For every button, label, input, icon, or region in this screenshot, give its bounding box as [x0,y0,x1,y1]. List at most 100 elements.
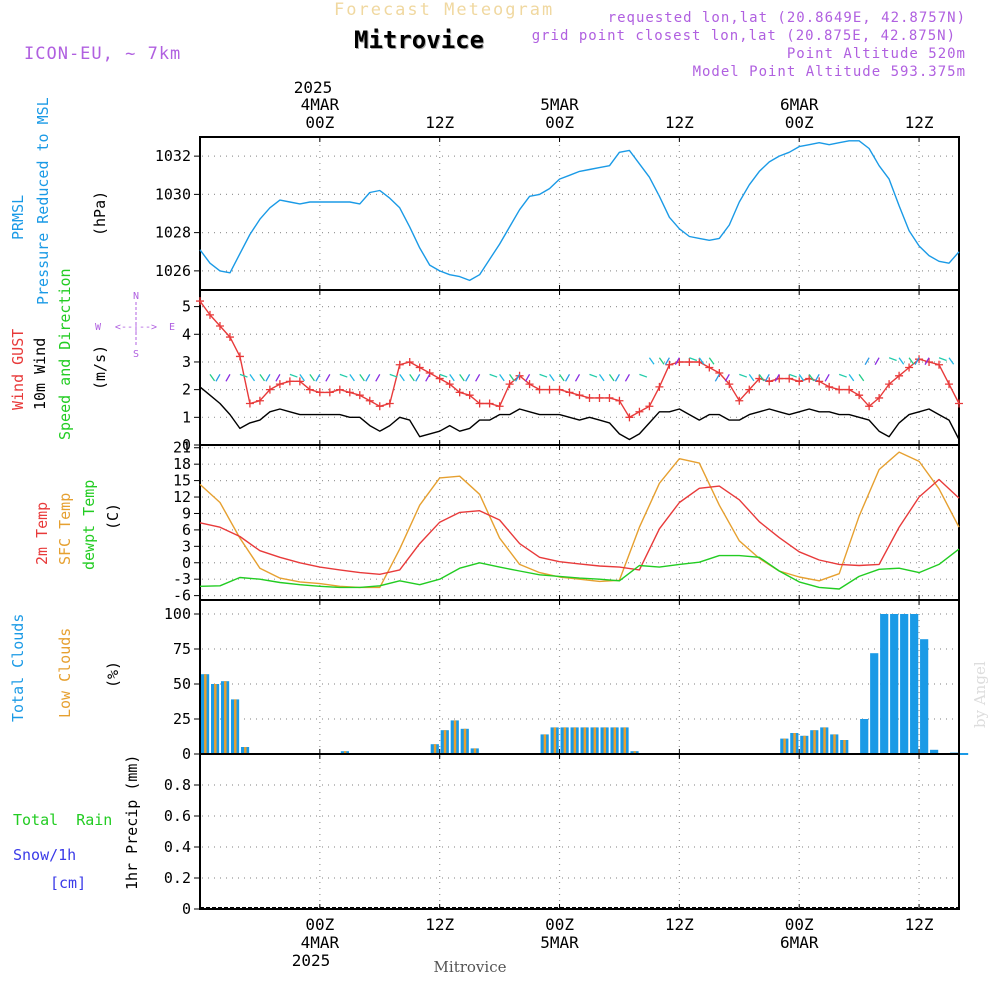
temp-unit-label: (C) [104,503,122,530]
wind-dir-arrow [874,357,880,365]
total-cloud-bar [900,614,909,754]
y-tick-label: 2 [182,381,191,399]
wind-dir-arrow [864,357,870,365]
gust-marker [615,396,624,405]
gust-marker [655,382,664,391]
top-day-label: 6MAR [780,95,819,114]
wind-dir-arrow [639,373,648,378]
gust-marker [196,297,204,306]
compass-w-label: W [95,322,102,333]
total-cloud-bar [880,614,889,754]
wind-dir-arrow [589,373,598,378]
wind10-label: 10m Wind [31,338,49,410]
wind-panel: 0 1 2 3 4 5 [182,289,963,454]
precip-panel: 0 0.2 0.4 0.6 0.8 [164,753,960,918]
y-tick-label: 3 [182,353,191,371]
wind-dir-arrow [465,374,471,382]
low-cloud-bar [343,751,347,754]
wind-dir-arrow [389,373,398,378]
gust-marker [405,357,414,366]
gust-marker [355,391,364,400]
pressure-panel-labels: PRMSL Pressure Reduced to MSL (hPa) [9,97,109,305]
wind-dir-arrow [658,357,665,365]
low-cloud-bar [613,727,617,754]
wind-dir-arrow [798,373,805,382]
gust-marker [455,388,464,397]
grid-coords: grid point closest lon,lat (20.875E, 42.… [531,28,956,44]
total-clouds-label: Total Clouds [9,614,27,722]
low-cloud-bar [783,738,786,754]
gust-marker [795,377,804,386]
gust-marker [725,380,734,389]
total-rain-label: Total Rain [13,811,112,829]
gust-marker [835,385,844,394]
wind-dir-arrow [708,357,715,365]
wind-dir-arrow [938,357,947,362]
wind-dir-arrow [838,373,847,378]
wind-dir-arrow [359,373,365,382]
panel-frame [199,444,960,601]
panel-frame [199,289,960,446]
gust-marker [625,413,634,422]
gust-marker [235,352,244,361]
gust-marker [475,399,484,408]
gust-marker [565,388,574,397]
y-tick-label: 15 [173,472,191,490]
wind-dir-arrow [614,374,621,382]
watermark: by Angel [971,661,989,728]
gust-marker [765,377,774,386]
gust-marker [895,371,904,380]
gust-marker [365,396,374,405]
wind-dir-arrow [748,373,755,382]
low-cloud-bar [843,740,846,754]
gust-marker [325,388,334,397]
wind-dir-arrow [375,374,381,382]
wind-dir-arrow [415,374,421,382]
y-tick-label: 18 [173,455,191,473]
y-tick-label: 4 [182,325,191,343]
compass-e-label: E [169,322,175,333]
low-cloud-bar [443,730,447,754]
gust-marker [205,310,214,319]
y-tick-label: 1030 [155,185,191,203]
dewpt-line [199,548,960,590]
gust-marker [945,380,954,389]
wind-dir-arrow [339,373,348,378]
gust-marker [375,402,384,411]
wind-dir-arrow [475,374,481,382]
y-tick-label: 0.4 [164,838,191,856]
total-cloud-bar [870,653,879,754]
wind-dir-arrow [598,373,605,382]
bottom-day-label: 4MAR [301,933,340,952]
gust-marker [745,385,754,394]
gust-marker [575,391,584,400]
gust-marker [435,374,444,383]
clouds-panel-labels: Total Clouds Low Clouds (%) [9,614,122,722]
pressure-panel: 1026 1028 1030 1032 [155,136,960,291]
wind-dir-arrow [489,373,498,378]
wind-dir-arrow [325,374,331,382]
wind-dir-arrow [624,374,630,382]
bottom-time-label: 12Z [425,915,454,934]
total-cloud-bar [890,614,899,754]
gust-marker [515,371,524,380]
gust-marker [315,388,324,397]
gust-marker [225,333,234,342]
wind-dir-arrow [608,373,615,382]
wind-speed-dir-label: Speed and Direction [56,268,74,440]
y-tick-label: 0.6 [164,807,191,825]
wind-dir-arrow [564,374,571,382]
clouds-unit-label: (%) [104,661,122,688]
gust-marker [885,380,894,389]
gust-marker [535,385,544,394]
wind-dir-arrow [549,373,555,382]
wind-dir-arrow [425,374,431,382]
y-tick-label: 0.2 [164,869,191,887]
gust-marker [875,393,884,402]
low-cloud-bar [803,735,806,754]
wind-dir-arrow [698,357,705,365]
gust-marker [555,385,564,394]
wind-dir-arrow [399,373,405,382]
bottom-day-label: 5MAR [540,933,579,952]
